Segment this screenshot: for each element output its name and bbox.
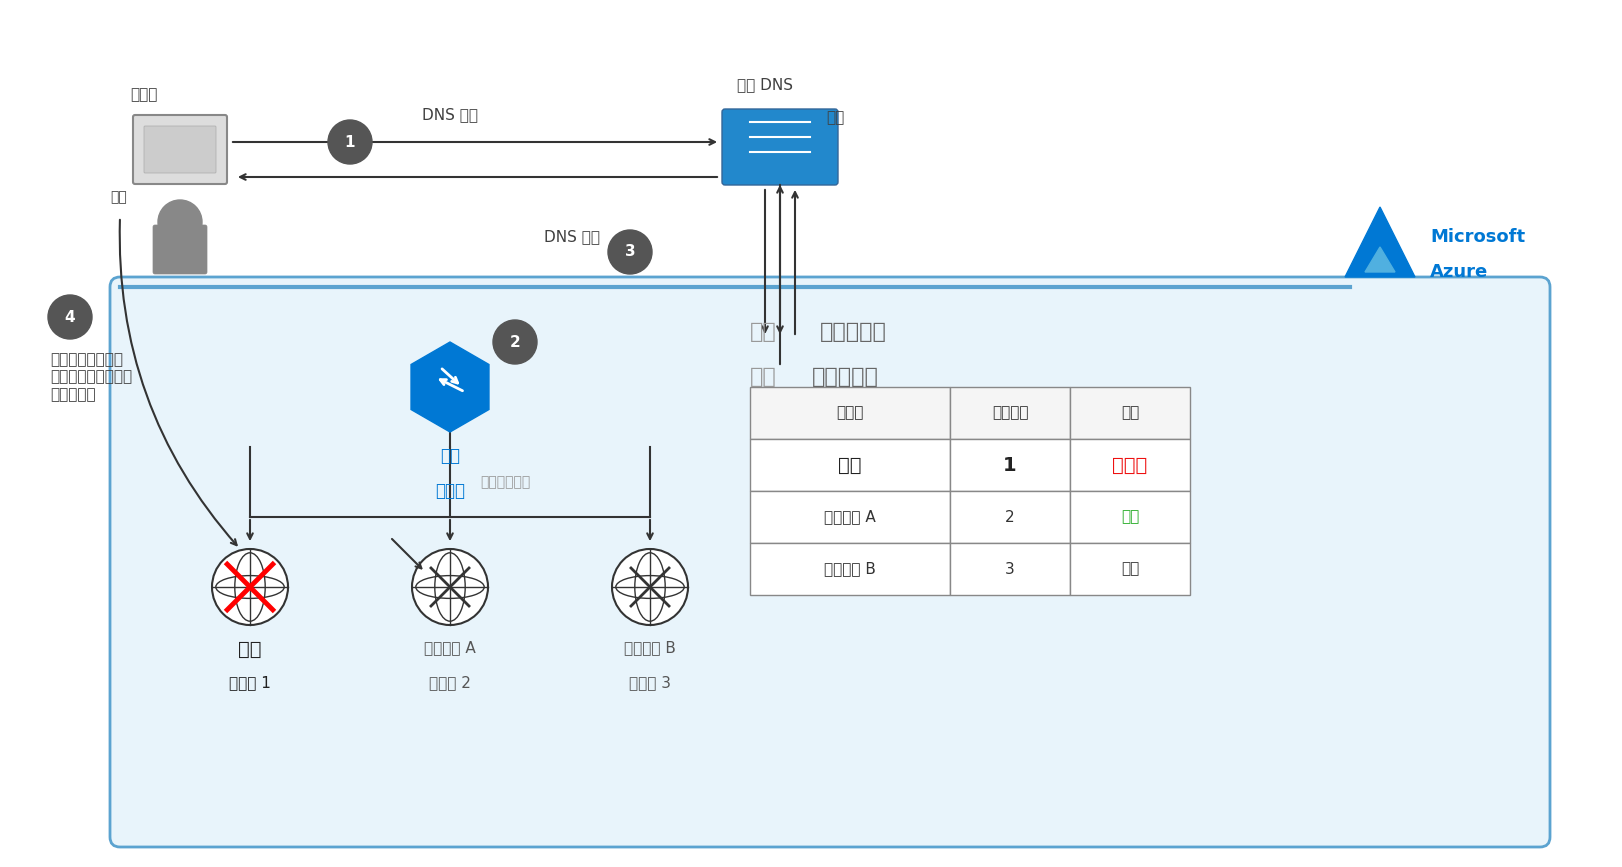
Text: 递归 DNS: 递归 DNS bbox=[736, 77, 793, 92]
FancyBboxPatch shape bbox=[749, 439, 950, 491]
FancyBboxPatch shape bbox=[950, 439, 1071, 491]
Text: 优先级 2: 优先级 2 bbox=[430, 675, 470, 690]
Circle shape bbox=[412, 549, 488, 625]
Text: 状态: 状态 bbox=[1121, 406, 1139, 420]
Text: 最高优先级: 最高优先级 bbox=[813, 367, 879, 387]
Text: 联机: 联机 bbox=[1121, 562, 1139, 577]
Text: 主要: 主要 bbox=[839, 455, 861, 474]
Text: 服务: 服务 bbox=[826, 110, 843, 125]
FancyBboxPatch shape bbox=[950, 387, 1071, 439]
FancyBboxPatch shape bbox=[1071, 543, 1191, 595]
Polygon shape bbox=[410, 342, 488, 432]
Polygon shape bbox=[1345, 207, 1414, 277]
Text: 1: 1 bbox=[1002, 455, 1017, 474]
Text: 故障转移 B: 故障转移 B bbox=[624, 640, 676, 655]
Circle shape bbox=[493, 320, 537, 364]
Text: 具有: 具有 bbox=[749, 367, 777, 387]
Text: DNS 查询: DNS 查询 bbox=[422, 107, 478, 122]
Text: 故障转移 A: 故障转移 A bbox=[824, 510, 876, 525]
FancyBboxPatch shape bbox=[152, 225, 208, 274]
Text: 1: 1 bbox=[345, 134, 355, 149]
Text: Microsoft: Microsoft bbox=[1431, 228, 1525, 246]
Circle shape bbox=[212, 549, 289, 625]
Text: 可用终结点: 可用终结点 bbox=[821, 322, 887, 342]
FancyBboxPatch shape bbox=[144, 126, 216, 173]
Text: 已降级: 已降级 bbox=[1113, 455, 1148, 474]
FancyBboxPatch shape bbox=[950, 543, 1071, 595]
Text: 管理器: 管理器 bbox=[435, 482, 466, 500]
FancyBboxPatch shape bbox=[1071, 439, 1191, 491]
FancyBboxPatch shape bbox=[749, 543, 950, 595]
Text: 4: 4 bbox=[65, 310, 75, 324]
FancyBboxPatch shape bbox=[749, 387, 950, 439]
Text: 联机: 联机 bbox=[1121, 510, 1139, 525]
FancyBboxPatch shape bbox=[722, 109, 839, 185]
Circle shape bbox=[49, 295, 92, 339]
Text: 美国西部: 美国西部 bbox=[991, 406, 1028, 420]
Text: 流量: 流量 bbox=[440, 447, 461, 465]
Text: 2: 2 bbox=[1006, 510, 1015, 525]
Text: 客户端直接连接到
所选终结点，不通过
流量管理器: 客户端直接连接到 所选终结点，不通过 流量管理器 bbox=[50, 352, 131, 401]
Text: 浏览器: 浏览器 bbox=[130, 87, 157, 102]
Text: 优先级 3: 优先级 3 bbox=[629, 675, 672, 690]
Text: 主要: 主要 bbox=[238, 640, 261, 659]
FancyBboxPatch shape bbox=[1071, 387, 1191, 439]
Text: 用户: 用户 bbox=[110, 190, 127, 204]
Polygon shape bbox=[1366, 247, 1395, 272]
Circle shape bbox=[328, 120, 371, 164]
Text: 3: 3 bbox=[624, 244, 636, 259]
Text: 3: 3 bbox=[1006, 562, 1015, 577]
Text: 终结点: 终结点 bbox=[837, 406, 863, 420]
FancyBboxPatch shape bbox=[133, 115, 227, 184]
FancyBboxPatch shape bbox=[749, 491, 950, 543]
Text: 运行状况检查: 运行状况检查 bbox=[480, 475, 530, 489]
FancyBboxPatch shape bbox=[110, 277, 1551, 847]
FancyBboxPatch shape bbox=[1071, 491, 1191, 543]
Text: Azure: Azure bbox=[1431, 263, 1489, 281]
Text: 故障转移 A: 故障转移 A bbox=[423, 640, 475, 655]
Text: DNS 响应: DNS 响应 bbox=[543, 230, 600, 244]
FancyBboxPatch shape bbox=[950, 491, 1071, 543]
Circle shape bbox=[611, 549, 688, 625]
Circle shape bbox=[608, 230, 652, 274]
Text: 优先级 1: 优先级 1 bbox=[229, 675, 271, 690]
Circle shape bbox=[157, 200, 203, 244]
Text: 选择: 选择 bbox=[749, 322, 777, 342]
Text: 故障转移 B: 故障转移 B bbox=[824, 562, 876, 577]
Text: 2: 2 bbox=[509, 335, 521, 349]
